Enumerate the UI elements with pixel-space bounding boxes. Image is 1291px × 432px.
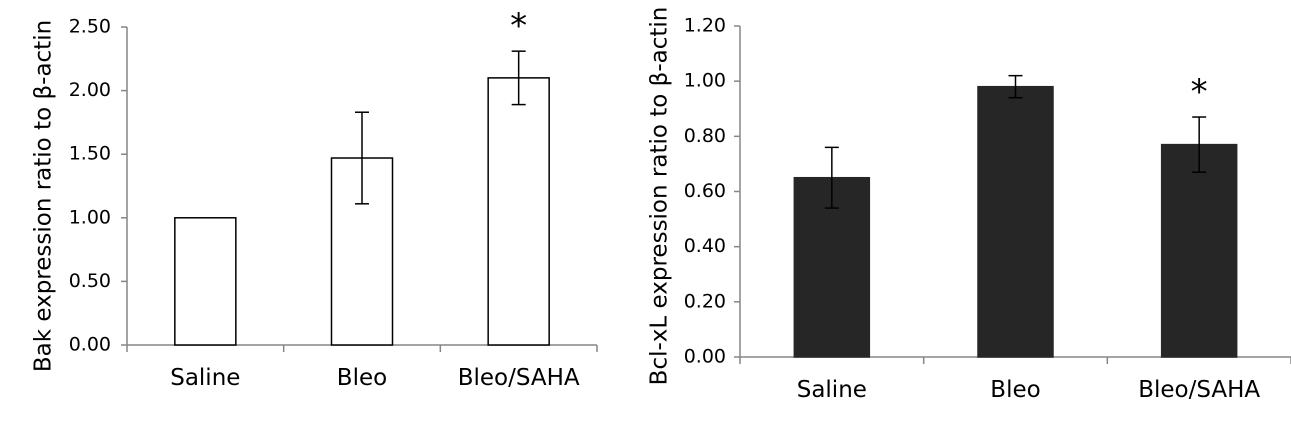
x-category-label: Bleo <box>990 377 1040 403</box>
y-tick-label: 0.00 <box>69 334 111 356</box>
y-axis-title: Bcl-xL expression ratio to β-actin <box>647 7 673 386</box>
y-tick-label: 0.50 <box>69 270 111 292</box>
y-tick-label: 1.00 <box>69 206 111 228</box>
y-tick-label: 0.40 <box>684 235 726 257</box>
significance-asterisk: * <box>1191 72 1208 112</box>
significance-asterisk: * <box>510 6 527 46</box>
bar <box>1160 143 1238 358</box>
x-category-label: Bleo <box>337 365 387 391</box>
bak-chart: Bak expression ratio to β-actin 0.00 0.50 1… <box>0 0 640 432</box>
x-category-label: Saline <box>170 365 240 391</box>
bak-bar-chart: Bak expression ratio to β-actin 0.00 0.50 1… <box>31 6 598 391</box>
bar <box>487 77 550 346</box>
y-tick-label: 2.00 <box>69 79 111 101</box>
y-tick-label: 0.20 <box>684 290 726 312</box>
y-tick-label: 0.80 <box>684 125 726 147</box>
y-tick-label: 1.20 <box>684 15 726 37</box>
bclxl-bar-chart: Bcl-xL expression ratio to β-actin 0.00 0.… <box>647 7 1291 403</box>
y-tick-label: 0.60 <box>684 180 726 202</box>
x-category-label: Bleo/SAHA <box>1138 377 1260 403</box>
x-category-label: Bleo/SAHA <box>458 365 580 391</box>
bar <box>977 85 1054 358</box>
y-tick-label: 0.00 <box>684 346 726 368</box>
y-tick-label: 1.00 <box>684 70 726 92</box>
bclxl-chart: Bcl-xL expression ratio to β-actin 0.00 0.… <box>640 0 1291 432</box>
y-axis-title: Bak expression ratio to β-actin <box>31 20 57 372</box>
y-tick-label: 2.50 <box>69 16 111 38</box>
bar <box>174 217 237 346</box>
x-category-label: Saline <box>797 377 867 403</box>
y-tick-label: 1.50 <box>69 143 111 165</box>
